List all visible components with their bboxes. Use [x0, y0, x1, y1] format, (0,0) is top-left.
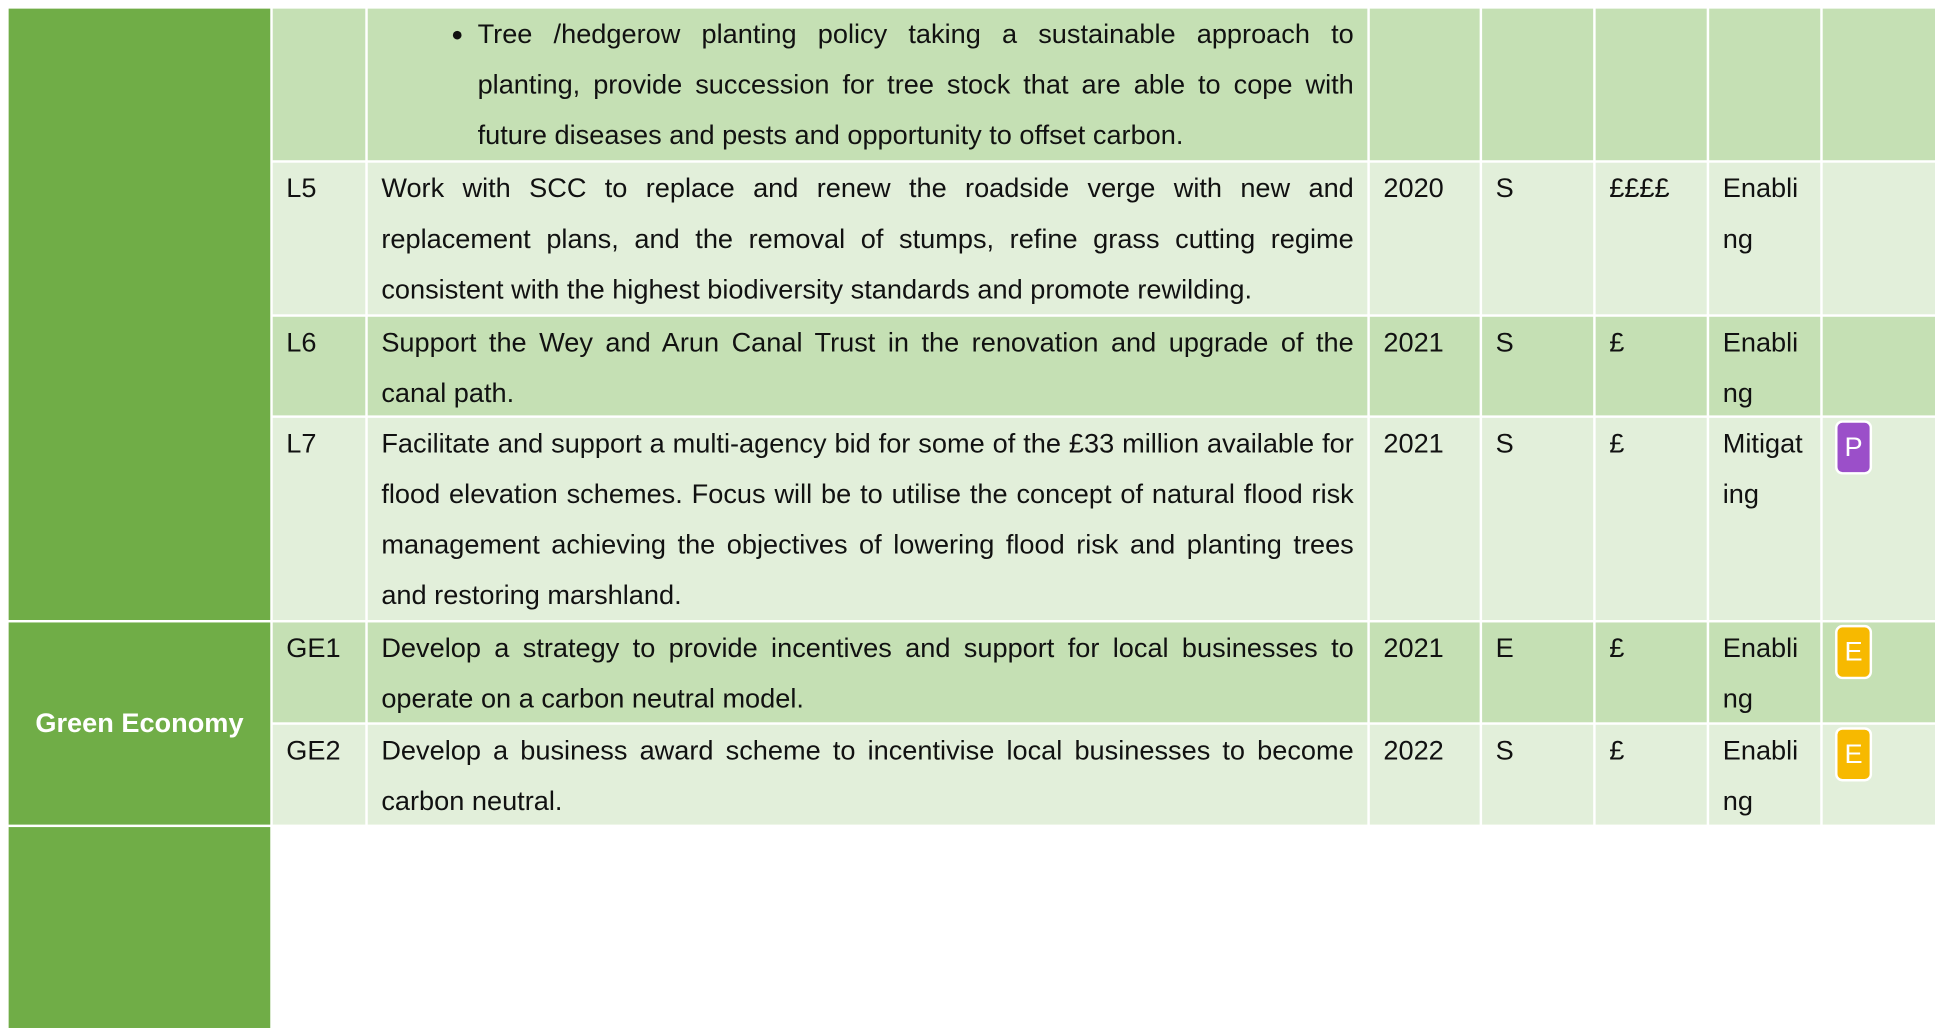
ref-cell: L6 — [272, 316, 366, 416]
text-cell: Work with SCC to replace and renew the r… — [367, 162, 1368, 315]
cell — [1822, 8, 1935, 161]
year-cell: 2022 — [1369, 724, 1480, 825]
badge: P — [1837, 422, 1870, 473]
section-block — [8, 8, 271, 620]
cost-cell: £ — [1595, 316, 1707, 416]
ref-cell: L7 — [272, 417, 366, 620]
cost-cell: ££££ — [1595, 162, 1707, 315]
impact-cell: Enabling — [1709, 622, 1821, 723]
text-cell: Facilitate and support a multi-agency bi… — [367, 417, 1368, 620]
badge: E — [1837, 627, 1870, 677]
ref-cell: L5 — [272, 162, 366, 315]
year-cell: 2020 — [1369, 162, 1480, 315]
impact-cell: Mitigating — [1709, 417, 1821, 620]
text-cell: Support the Wey and Arun Canal Trust in … — [367, 316, 1368, 416]
ref-cell: GE2 — [272, 724, 366, 825]
cell — [1595, 8, 1707, 161]
bullet-cell: Tree /hedgerow planting policy taking a … — [367, 8, 1368, 161]
year-cell: 2021 — [1369, 622, 1480, 723]
section-block — [8, 827, 271, 1028]
term-cell: S — [1482, 724, 1594, 825]
cell — [1822, 162, 1935, 315]
badge: E — [1837, 729, 1870, 780]
text-cell: Develop a strategy to provide incentives… — [367, 622, 1368, 723]
section-label: Green Economy — [8, 622, 271, 825]
term-cell: E — [1482, 622, 1594, 723]
bullet-item: Tree /hedgerow planting policy taking a … — [478, 9, 1354, 161]
impact-cell: Enabling — [1709, 316, 1821, 416]
impact-cell: Enabling — [1709, 724, 1821, 825]
impact-cell: Enabling — [1709, 162, 1821, 315]
cost-cell: £ — [1595, 724, 1707, 825]
cell — [1709, 8, 1821, 161]
year-cell: 2021 — [1369, 417, 1480, 620]
cost-cell: £ — [1595, 622, 1707, 723]
cell — [1369, 8, 1480, 161]
year-cell: 2021 — [1369, 316, 1480, 416]
term-cell: S — [1482, 316, 1594, 416]
cost-cell: £ — [1595, 417, 1707, 620]
cell — [1482, 8, 1594, 161]
ref-cell: GE1 — [272, 622, 366, 723]
text-cell: Develop a business award scheme to incen… — [367, 724, 1368, 825]
cell — [272, 8, 366, 161]
cell — [1822, 316, 1935, 416]
term-cell: S — [1482, 417, 1594, 620]
term-cell: S — [1482, 162, 1594, 315]
